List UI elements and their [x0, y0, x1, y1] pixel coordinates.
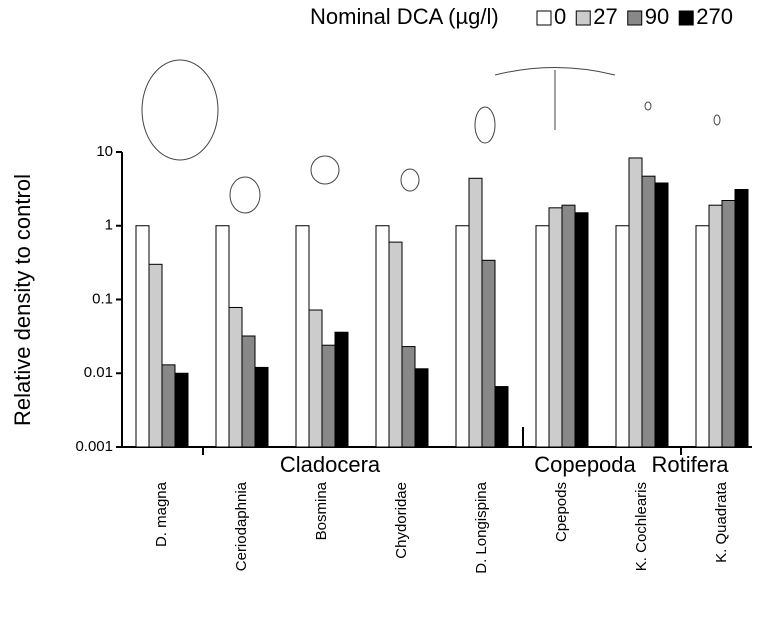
x-tick-label: D. Longispina	[473, 481, 490, 573]
sketch	[644, 101, 652, 111]
sketch	[713, 114, 721, 126]
bar	[708, 204, 723, 448]
bar	[388, 241, 403, 448]
bar	[375, 225, 390, 448]
sketch	[474, 106, 496, 144]
bar	[734, 189, 749, 448]
sketch	[229, 176, 261, 214]
legend-title: Nominal DCA (µg/l)	[310, 4, 499, 29]
bar	[481, 259, 496, 448]
bar	[228, 306, 243, 448]
y-tick-label: 0.01	[84, 364, 113, 381]
x-tick-label: Cpepods	[553, 482, 570, 542]
group-label: Copepoda	[534, 452, 636, 477]
bar	[241, 335, 256, 448]
bar	[254, 366, 269, 448]
bar	[468, 177, 483, 448]
y-tick-label: 0.1	[92, 290, 113, 307]
bar	[295, 225, 310, 448]
bar	[654, 182, 669, 448]
y-tick-label: 10	[96, 143, 113, 160]
sketch	[310, 155, 340, 185]
bar	[574, 212, 589, 448]
x-tick-label: D. magna	[153, 481, 170, 547]
x-tick-label: Chydoridae	[393, 482, 410, 559]
legend-swatch	[678, 10, 694, 26]
bar	[135, 225, 150, 448]
x-tick-label: Bosmina	[313, 481, 330, 540]
legend-swatch	[575, 10, 591, 26]
bar	[321, 344, 336, 448]
group-label: Cladocera	[280, 452, 381, 477]
x-tick-label: K. Quadrata	[713, 481, 730, 563]
bar	[615, 225, 630, 448]
legend-swatch	[536, 10, 552, 26]
legend-label: 270	[696, 4, 733, 29]
y-tick-label: 1	[105, 217, 113, 234]
bar	[174, 372, 189, 448]
bar	[414, 368, 429, 448]
sketch	[494, 67, 616, 130]
bar	[561, 204, 576, 448]
bar	[334, 331, 349, 448]
legend-label: 0	[554, 4, 566, 29]
bar	[628, 157, 643, 448]
bar	[308, 309, 323, 448]
bar	[695, 225, 710, 448]
bar	[161, 364, 176, 448]
bar	[721, 199, 736, 448]
organism-sketches	[141, 59, 721, 214]
bar	[455, 225, 470, 448]
bar	[494, 386, 509, 448]
bar	[641, 175, 656, 448]
bar	[401, 346, 416, 448]
sketch	[400, 168, 420, 192]
legend-label: 27	[593, 4, 617, 29]
sketch	[141, 59, 219, 161]
legend-swatch	[627, 10, 643, 26]
bar	[535, 225, 550, 448]
bar	[215, 225, 230, 448]
x-tick-label: K. Cochlearis	[633, 482, 650, 571]
bar	[548, 207, 563, 448]
y-axis-label: Relative density to control	[10, 174, 35, 426]
x-tick-label: Ceriodaphnia	[233, 481, 250, 571]
legend-label: 90	[645, 4, 669, 29]
group-label: Rotifera	[651, 452, 729, 477]
bar	[148, 263, 163, 448]
y-tick-label: 0.001	[75, 438, 113, 455]
